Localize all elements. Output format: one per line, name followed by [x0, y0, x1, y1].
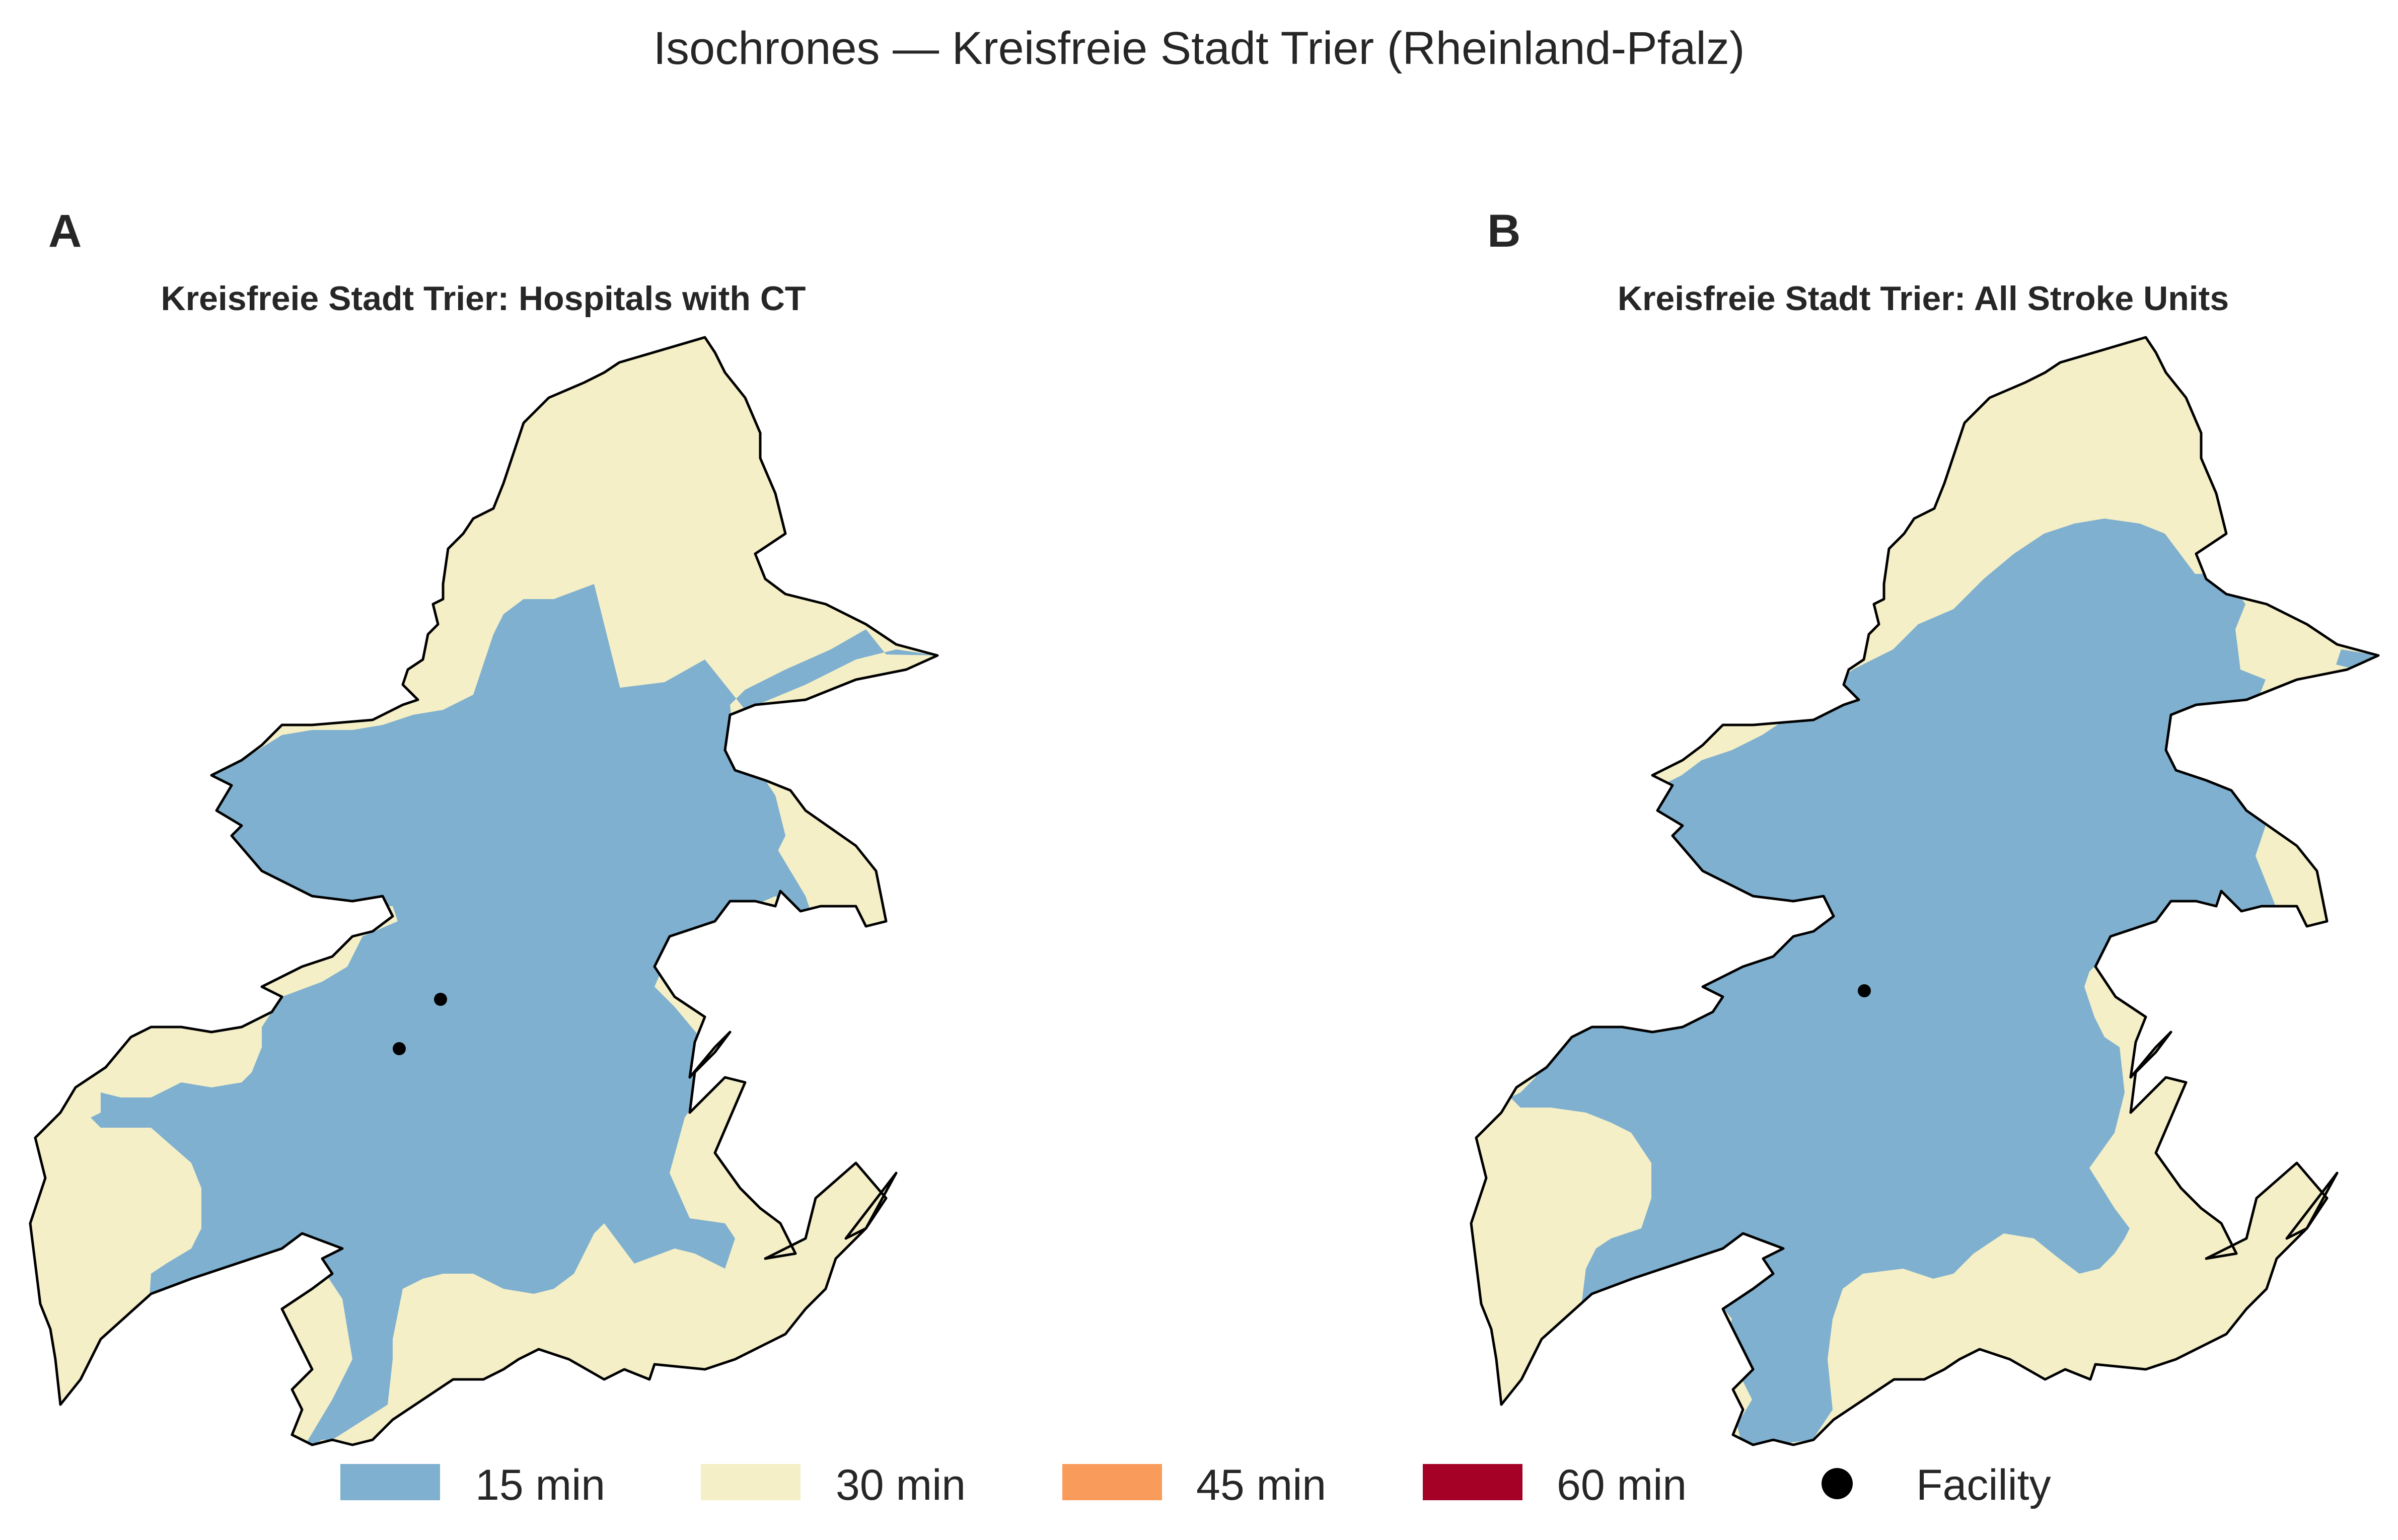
- facility-marker: [393, 1042, 406, 1055]
- legend-label-30: 30 min: [836, 1461, 966, 1509]
- map-b-zone-15-east: [2336, 649, 2378, 670]
- panel-b-title: Kreisfreie Stadt Trier: All Stroke Units: [1617, 279, 2229, 318]
- facility-marker: [1858, 984, 1871, 997]
- map-b-zone-15: [1510, 519, 2276, 1445]
- map-a-zone-15-core: [413, 665, 785, 1017]
- legend-label-60: 60 min: [1557, 1461, 1687, 1509]
- legend-swatch-60: [1423, 1464, 1522, 1500]
- facility-marker: [434, 993, 447, 1006]
- map-panel-a: [30, 337, 937, 1450]
- legend-swatch-45: [1062, 1464, 1162, 1500]
- map-panel-b: [1471, 337, 2378, 1445]
- legend-label-15: 15 min: [475, 1461, 606, 1509]
- legend-swatch-30: [701, 1464, 801, 1500]
- legend-facility-dot: [1822, 1468, 1853, 1499]
- figure-title: Isochrones — Kreisfreie Stadt Trier (Rhe…: [653, 23, 1745, 74]
- panel-b-letter: B: [1487, 205, 1521, 257]
- legend-label-45: 45 min: [1196, 1461, 1327, 1509]
- panel-a-letter: A: [48, 205, 82, 257]
- legend: 15 min 30 min 45 min 60 min Facility: [0, 1449, 2398, 1524]
- legend-label-facility: Facility: [1916, 1461, 2051, 1509]
- panel-a-title: Kreisfreie Stadt Trier: Hospitals with C…: [161, 279, 806, 318]
- legend-swatch-15: [340, 1464, 440, 1500]
